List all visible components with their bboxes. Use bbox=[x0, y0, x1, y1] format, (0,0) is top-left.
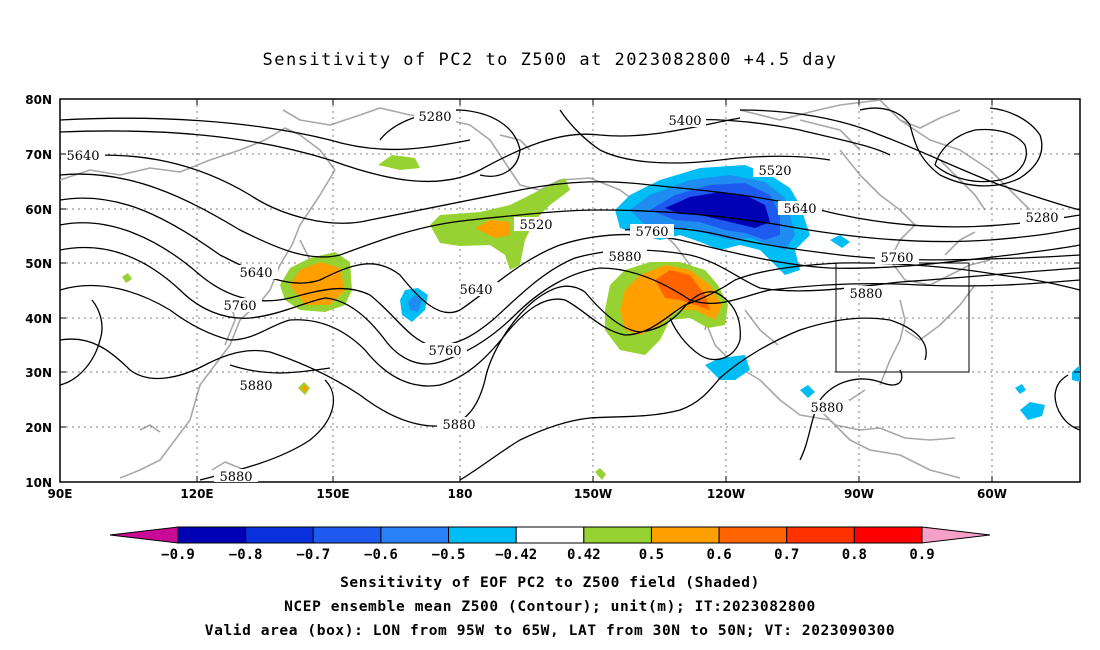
lon-tick-label: 150E bbox=[316, 487, 349, 501]
caption-line-3: Valid area (box): LON from 95W to 65W, L… bbox=[204, 623, 896, 639]
shade-green-arctic bbox=[378, 155, 420, 170]
colorbar-swatch bbox=[650, 526, 720, 544]
sensitivity-map: 5280 5400 5640 5520 5640 5520 5760 5640 … bbox=[25, 93, 1081, 501]
lat-tick-label: 70N bbox=[25, 148, 52, 162]
sensitivity-shading bbox=[122, 155, 1080, 480]
shade-cyan-atlantic-b bbox=[1072, 365, 1080, 382]
colorbar-swatch bbox=[312, 526, 382, 544]
shade-cyan-hudson bbox=[830, 235, 850, 248]
colorbar-label: 0.5 bbox=[639, 547, 664, 563]
contour-label: 5880 bbox=[219, 470, 252, 485]
contour-label: 5520 bbox=[519, 218, 552, 233]
colorbar-label: 0.42 bbox=[567, 547, 601, 563]
contour-label: 5400 bbox=[668, 114, 701, 129]
caption-line-1: Sensitivity of EOF PC2 to Z500 field (Sh… bbox=[340, 575, 760, 591]
latitude-axis: 80N 70N 60N 50N 40N 30N 20N 10N bbox=[25, 93, 52, 490]
caption-line-2: NCEP ensemble mean Z500 (Contour); unit(… bbox=[284, 599, 816, 615]
lat-tick-label: 20N bbox=[25, 421, 52, 435]
lon-tick-label: 120W bbox=[707, 487, 745, 501]
colorbar-swatch bbox=[853, 526, 923, 544]
colorbar-label: 0.9 bbox=[909, 547, 934, 563]
colorbar-label: 0.6 bbox=[706, 547, 731, 563]
lon-tick-label: 90E bbox=[48, 487, 73, 501]
shade-green-small-c bbox=[595, 468, 606, 480]
contour-label: 5880 bbox=[442, 418, 475, 433]
colorbar-swatch bbox=[583, 526, 652, 544]
contour-label: 5880 bbox=[239, 379, 272, 394]
lat-tick-label: 30N bbox=[25, 366, 52, 380]
lon-tick-label: 90W bbox=[844, 487, 874, 501]
colorbar-label: −0.7 bbox=[296, 547, 330, 563]
contour-label: 5640 bbox=[459, 283, 492, 298]
shade-green-small-a bbox=[122, 273, 132, 283]
colorbar-label: −0.5 bbox=[432, 547, 466, 563]
lon-tick-label: 120E bbox=[180, 487, 213, 501]
colorbar-label: 0.8 bbox=[842, 547, 867, 563]
contour-label: 5520 bbox=[758, 164, 791, 179]
shade-cyan-small-d bbox=[1015, 384, 1026, 394]
contour-label: 5760 bbox=[880, 251, 913, 266]
shade-orange-small-b bbox=[301, 385, 308, 392]
shade-cyan-atlantic-a bbox=[1020, 402, 1045, 420]
colorbar: −0.9 −0.8 −0.7 −0.6 −0.5 −0.42 0.42 0.5 0.6 0.7 0.… bbox=[109, 526, 991, 563]
lon-tick-label: 60W bbox=[977, 487, 1007, 501]
colorbar-swatch bbox=[380, 526, 450, 544]
shade-lightblue-central-pacific bbox=[408, 295, 422, 312]
contour-label: 5880 bbox=[608, 250, 641, 265]
colorbar-label: −0.9 bbox=[161, 547, 195, 563]
contour-label: 5640 bbox=[66, 149, 99, 164]
shade-cyan-gulf bbox=[800, 385, 815, 398]
colorbar-swatch bbox=[786, 526, 855, 544]
map-title: Sensitivity of PC2 to Z500 at 2023082800… bbox=[262, 50, 838, 70]
shade-orange-bering bbox=[475, 220, 510, 238]
shade-orange-ne-pacific bbox=[620, 265, 722, 335]
longitude-axis: 90E 120E 150E 180 150W 120W 90W 60W bbox=[48, 487, 1007, 501]
map-frame bbox=[59, 98, 1081, 483]
shade-darkorange-ne-pacific bbox=[655, 270, 710, 310]
colorbar-swatch bbox=[515, 526, 585, 544]
contour-labels: 5280 5400 5640 5520 5640 5520 5760 5640 … bbox=[61, 109, 1064, 485]
shade-cyan-baja bbox=[705, 355, 750, 380]
lat-tick-label: 10N bbox=[25, 476, 52, 490]
colorbar-swatch bbox=[245, 526, 314, 544]
colorbar-swatch bbox=[718, 526, 788, 544]
colorbar-high-triangle bbox=[921, 526, 991, 544]
lon-tick-label: 150W bbox=[574, 487, 612, 501]
lat-tick-label: 80N bbox=[25, 93, 52, 107]
lat-tick-label: 60N bbox=[25, 203, 52, 217]
contour-label: 5760 bbox=[635, 225, 668, 240]
colorbar-label: −0.6 bbox=[364, 547, 398, 563]
contour-label: 5280 bbox=[1025, 211, 1058, 226]
tick-marks bbox=[60, 98, 1080, 482]
colorbar-label: −0.8 bbox=[229, 547, 263, 563]
contour-label: 5760 bbox=[428, 344, 461, 359]
contour-label: 5760 bbox=[223, 299, 256, 314]
contour-label: 5280 bbox=[418, 110, 451, 125]
lat-tick-label: 50N bbox=[25, 257, 52, 271]
colorbar-label: −0.42 bbox=[495, 547, 537, 563]
contour-label: 5640 bbox=[783, 202, 816, 217]
contour-label: 5880 bbox=[849, 287, 882, 302]
contour-label: 5640 bbox=[239, 266, 272, 281]
lat-tick-label: 40N bbox=[25, 312, 52, 326]
contour-label: 5880 bbox=[810, 401, 843, 416]
lon-tick-label: 180 bbox=[447, 487, 472, 501]
colorbar-low-triangle bbox=[109, 526, 179, 544]
colorbar-label: 0.7 bbox=[774, 547, 799, 563]
z500-contours bbox=[60, 107, 1080, 481]
colorbar-swatch bbox=[448, 526, 517, 544]
colorbar-swatch bbox=[177, 526, 247, 544]
